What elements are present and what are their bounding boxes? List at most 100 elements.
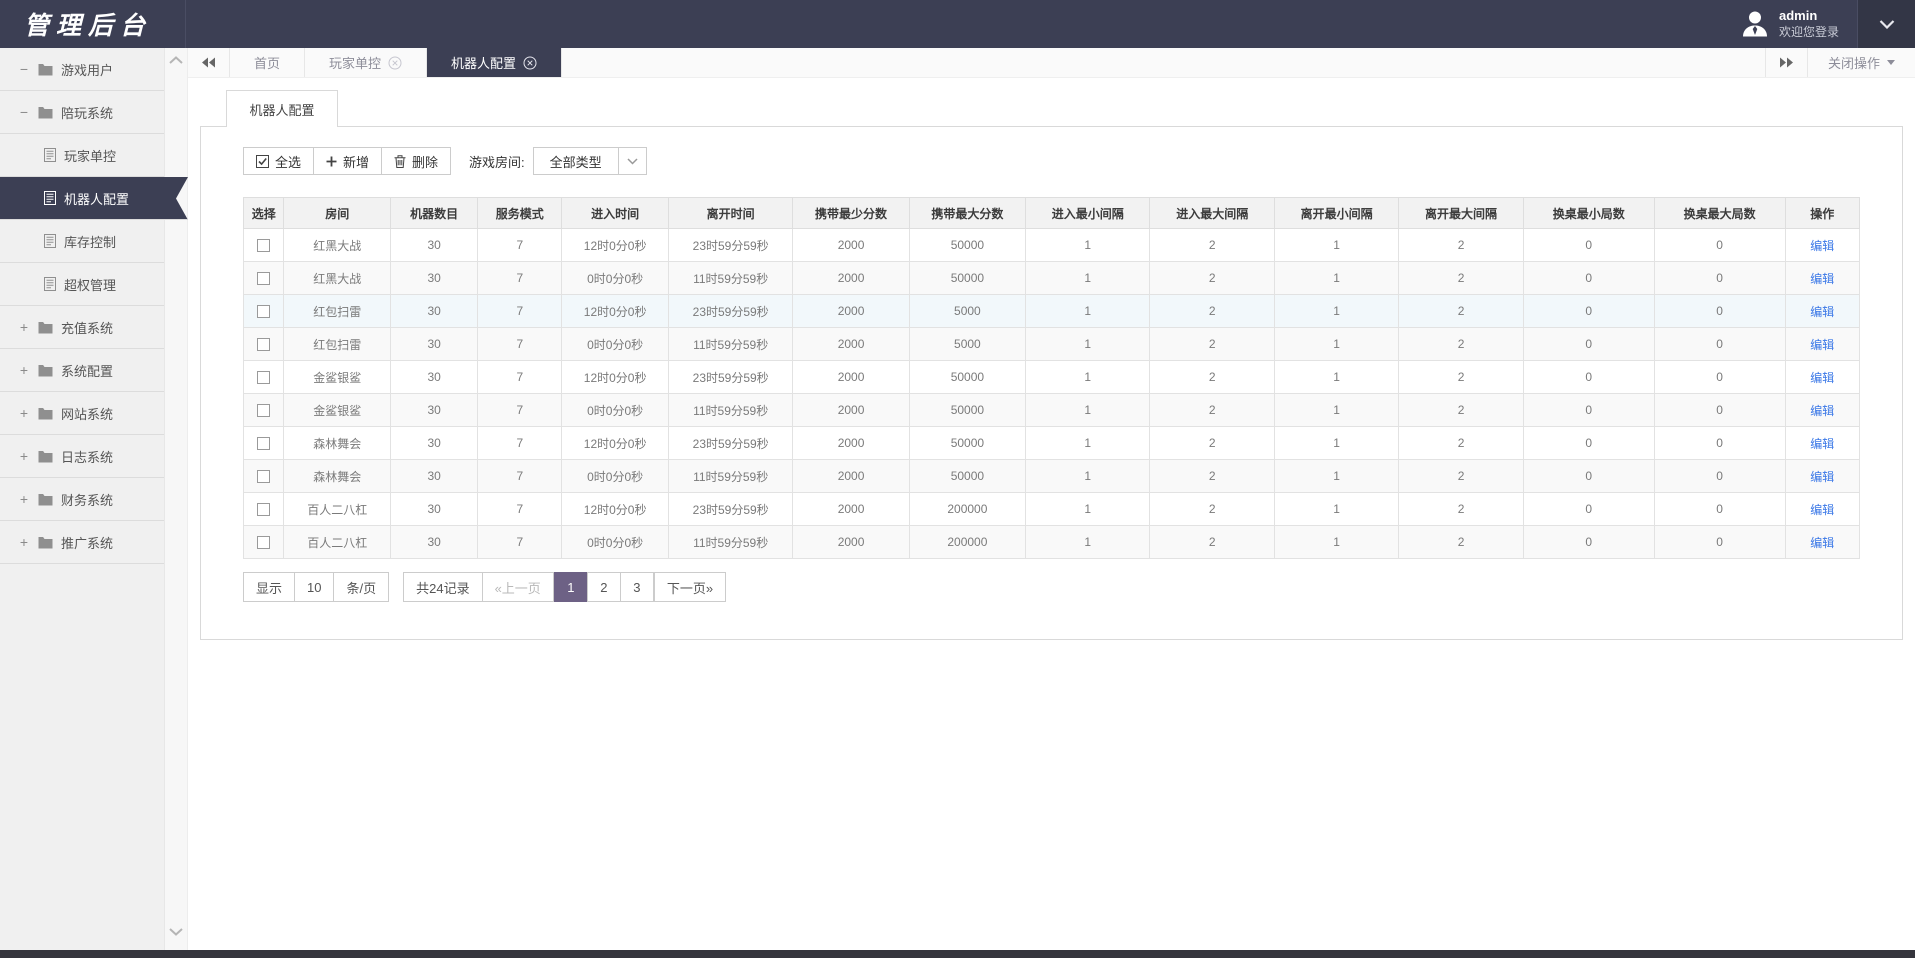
sidebar-item-8[interactable]: + 系统配置 bbox=[0, 349, 164, 392]
tab-1[interactable]: 首页 bbox=[230, 48, 306, 77]
cell: 0 bbox=[1522, 525, 1655, 559]
expand-toggle-icon[interactable]: + bbox=[19, 362, 29, 378]
cell: 2 bbox=[1398, 492, 1524, 526]
edit-link[interactable]: 编辑 bbox=[1810, 436, 1835, 451]
cell: 7 bbox=[477, 492, 563, 526]
tab-close-icon[interactable] bbox=[523, 56, 537, 70]
tab-close-icon[interactable] bbox=[388, 56, 402, 70]
cell: 红黑大战 bbox=[283, 228, 392, 262]
edit-link[interactable]: 编辑 bbox=[1810, 535, 1835, 550]
cell: 0时0分0秒 bbox=[561, 261, 669, 295]
edit-link[interactable]: 编辑 bbox=[1810, 469, 1835, 484]
row-checkbox[interactable] bbox=[257, 437, 271, 451]
row-checkbox[interactable] bbox=[257, 470, 271, 484]
document-icon bbox=[44, 148, 56, 162]
row-checkbox[interactable] bbox=[257, 272, 271, 286]
prev-page-button[interactable]: «上一页 bbox=[481, 572, 554, 602]
game-room-select[interactable]: 全部类型 bbox=[532, 147, 647, 175]
cell: 2000 bbox=[792, 426, 910, 460]
row-checkbox[interactable] bbox=[257, 305, 271, 319]
tabs-scroll-left-button[interactable] bbox=[188, 48, 230, 77]
table-row: 森林舞会 30 7 12时0分0秒 23时59分59秒 2000 50000 1 2 1 2 0 0 编辑 bbox=[242, 426, 1861, 460]
row-checkbox[interactable] bbox=[257, 371, 271, 385]
edit-link[interactable]: 编辑 bbox=[1810, 271, 1835, 286]
cell: 30 bbox=[390, 228, 479, 262]
expand-toggle-icon[interactable]: + bbox=[19, 405, 29, 421]
row-checkbox[interactable] bbox=[257, 239, 271, 253]
close-operations-menu[interactable]: 关闭操作 bbox=[1806, 48, 1915, 77]
cell: 12时0分0秒 bbox=[561, 426, 669, 460]
cell: 0 bbox=[1653, 525, 1786, 559]
sidebar-item-1[interactable]: − 游戏用户 bbox=[0, 48, 164, 91]
cell: 200000 bbox=[908, 525, 1027, 559]
edit-link[interactable]: 编辑 bbox=[1810, 403, 1835, 418]
user-menu[interactable]: admin 欢迎您登录 bbox=[1722, 0, 1857, 48]
expand-toggle-icon[interactable]: − bbox=[19, 61, 29, 77]
cell: 30 bbox=[390, 393, 479, 427]
select-all-button[interactable]: 全选 bbox=[243, 147, 315, 175]
expand-toggle-icon[interactable]: + bbox=[19, 491, 29, 507]
sidebar-item-label: 游戏用户 bbox=[61, 62, 114, 78]
sidebar-item-7[interactable]: + 充值系统 bbox=[0, 306, 164, 349]
cell: 0 bbox=[1522, 393, 1655, 427]
sidebar-item-6[interactable]: 超权管理 bbox=[0, 263, 164, 306]
sidebar-item-2[interactable]: − 陪玩系统 bbox=[0, 91, 164, 134]
cell: 7 bbox=[477, 393, 563, 427]
page-button-1[interactable]: 1 bbox=[553, 572, 588, 602]
delete-button[interactable]: 删除 bbox=[381, 147, 452, 175]
edit-link[interactable]: 编辑 bbox=[1810, 502, 1835, 517]
cell: 百人二八杠 bbox=[283, 525, 392, 559]
sidebar-item-10[interactable]: + 日志系统 bbox=[0, 435, 164, 478]
row-checkbox[interactable] bbox=[257, 404, 271, 418]
sidebar-item-5[interactable]: 库存控制 bbox=[0, 220, 164, 263]
row-checkbox[interactable] bbox=[257, 338, 271, 352]
document-icon bbox=[44, 234, 56, 248]
user-avatar-icon bbox=[1740, 9, 1770, 39]
cell: 12时0分0秒 bbox=[561, 360, 669, 394]
cell: 0 bbox=[1522, 261, 1655, 295]
page-size-box[interactable]: 10 bbox=[294, 572, 335, 602]
sidebar-item-11[interactable]: + 财务系统 bbox=[0, 478, 164, 521]
expand-toggle-icon[interactable]: + bbox=[19, 448, 29, 464]
expand-toggle-icon[interactable]: + bbox=[19, 319, 29, 335]
edit-link[interactable]: 编辑 bbox=[1810, 304, 1835, 319]
sidebar-item-12[interactable]: + 推广系统 bbox=[0, 521, 164, 564]
cell: 2 bbox=[1149, 525, 1275, 559]
add-button[interactable]: 新增 bbox=[313, 147, 383, 175]
cell: 2000 bbox=[792, 492, 910, 526]
sidebar-item-3[interactable]: 玩家单控 bbox=[0, 134, 164, 177]
tab-2[interactable]: 玩家单控 bbox=[305, 48, 428, 77]
tabs-scroll-right-button[interactable] bbox=[1764, 48, 1807, 77]
tab-3[interactable]: 机器人配置 bbox=[427, 48, 563, 77]
user-dropdown-toggle[interactable] bbox=[1857, 0, 1915, 48]
cell: 2 bbox=[1398, 228, 1524, 262]
cell: 1 bbox=[1273, 426, 1400, 460]
panel-tab-robot-config[interactable]: 机器人配置 bbox=[226, 90, 338, 127]
sidebar-item-9[interactable]: + 网站系统 bbox=[0, 392, 164, 435]
sidebar-item-label: 系统配置 bbox=[61, 363, 114, 379]
row-checkbox[interactable] bbox=[257, 536, 271, 550]
cell: 0 bbox=[1653, 327, 1786, 361]
cell: 1 bbox=[1273, 228, 1400, 262]
page-button-3[interactable]: 3 bbox=[619, 572, 654, 602]
sidebar-scroll-up-icon[interactable] bbox=[165, 56, 187, 64]
cell: 200000 bbox=[908, 492, 1027, 526]
column-header-14: 换桌最大局数 bbox=[1653, 197, 1786, 229]
sidebar-item-4[interactable]: 机器人配置 bbox=[0, 177, 188, 220]
topbar-spacer bbox=[186, 0, 1722, 48]
open-tabs: 首页 玩家单控 机器人配置 bbox=[230, 48, 563, 77]
sidebar-item-label: 日志系统 bbox=[61, 449, 114, 465]
user-greeting: 欢迎您登录 bbox=[1778, 24, 1839, 39]
sidebar-scroll-down-icon[interactable] bbox=[165, 928, 187, 936]
cell: 11时59分59秒 bbox=[667, 261, 794, 295]
row-checkbox[interactable] bbox=[257, 503, 271, 517]
next-page-button[interactable]: 下一页» bbox=[653, 572, 727, 602]
edit-link[interactable]: 编辑 bbox=[1810, 370, 1835, 385]
edit-link[interactable]: 编辑 bbox=[1810, 337, 1835, 352]
expand-toggle-icon[interactable]: + bbox=[19, 534, 29, 550]
edit-link[interactable]: 编辑 bbox=[1810, 238, 1835, 253]
cell: 1 bbox=[1025, 294, 1151, 328]
page-button-2[interactable]: 2 bbox=[586, 572, 621, 602]
expand-toggle-icon[interactable]: − bbox=[19, 104, 29, 120]
folder-icon bbox=[38, 407, 53, 420]
